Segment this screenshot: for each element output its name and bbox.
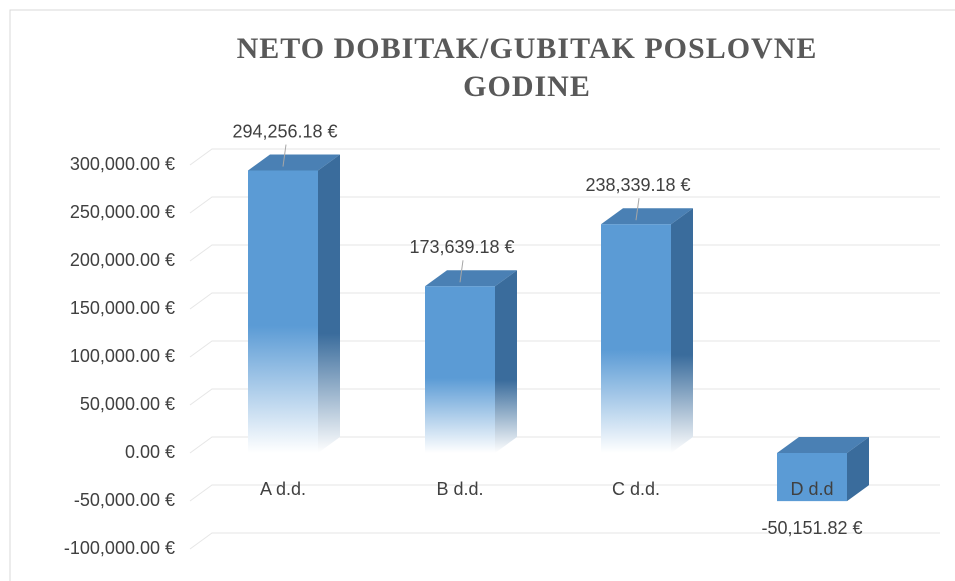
grid-line [189,244,940,262]
y-tick-label: 200,000.00 € [70,250,175,270]
value-label: 238,339.18 € [585,175,690,195]
bar [425,270,517,453]
y-tick-label: 300,000.00 € [70,154,175,174]
bar-face [601,208,693,225]
bar-face [495,270,517,453]
value-label: 173,639.18 € [409,237,514,257]
frame [9,9,955,581]
bar-face [248,154,340,171]
bar-face [847,437,869,502]
y-tick-label: -50,000.00 € [74,490,175,510]
grid-line [189,484,940,502]
y-tick-label: 250,000.00 € [70,202,175,222]
bar [248,154,340,453]
y-tick-label: 0.00 € [125,442,175,462]
bar-face [777,453,847,502]
leader-line [282,144,287,167]
bar-face [777,437,869,453]
grid-line [189,388,940,406]
bar-face [671,208,693,453]
x-tick-label: B d.d. [436,479,483,499]
bar-face [425,270,517,287]
bar-face [318,154,340,453]
grid-line [189,148,940,166]
y-tick-label: 150,000.00 € [70,298,175,318]
value-label: -50,151.82 € [761,518,862,538]
leader-line [635,198,640,221]
leader-line [459,260,464,283]
value-label: 294,256.18 € [232,121,337,141]
y-tick-label: -100,000.00 € [64,538,175,558]
x-tick-label: D d.d [790,479,833,499]
bar-face [601,224,671,453]
y-tick-label: 100,000.00 € [70,346,175,366]
x-tick-label: C d.d. [612,479,660,499]
bar-face [248,170,318,453]
grid-line [189,292,940,310]
bar [601,208,693,453]
grid-line [189,532,940,550]
y-tick-label: 50,000.00 € [80,394,175,414]
grid-line [189,436,940,454]
grid-line [189,196,940,214]
bar-face [425,286,495,453]
bar [777,437,869,502]
chart-title: NETO DOBITAK/GUBITAK POSLOVNE GODINE [236,32,818,103]
x-tick-label: A d.d. [260,479,306,499]
grid-line [189,340,940,358]
